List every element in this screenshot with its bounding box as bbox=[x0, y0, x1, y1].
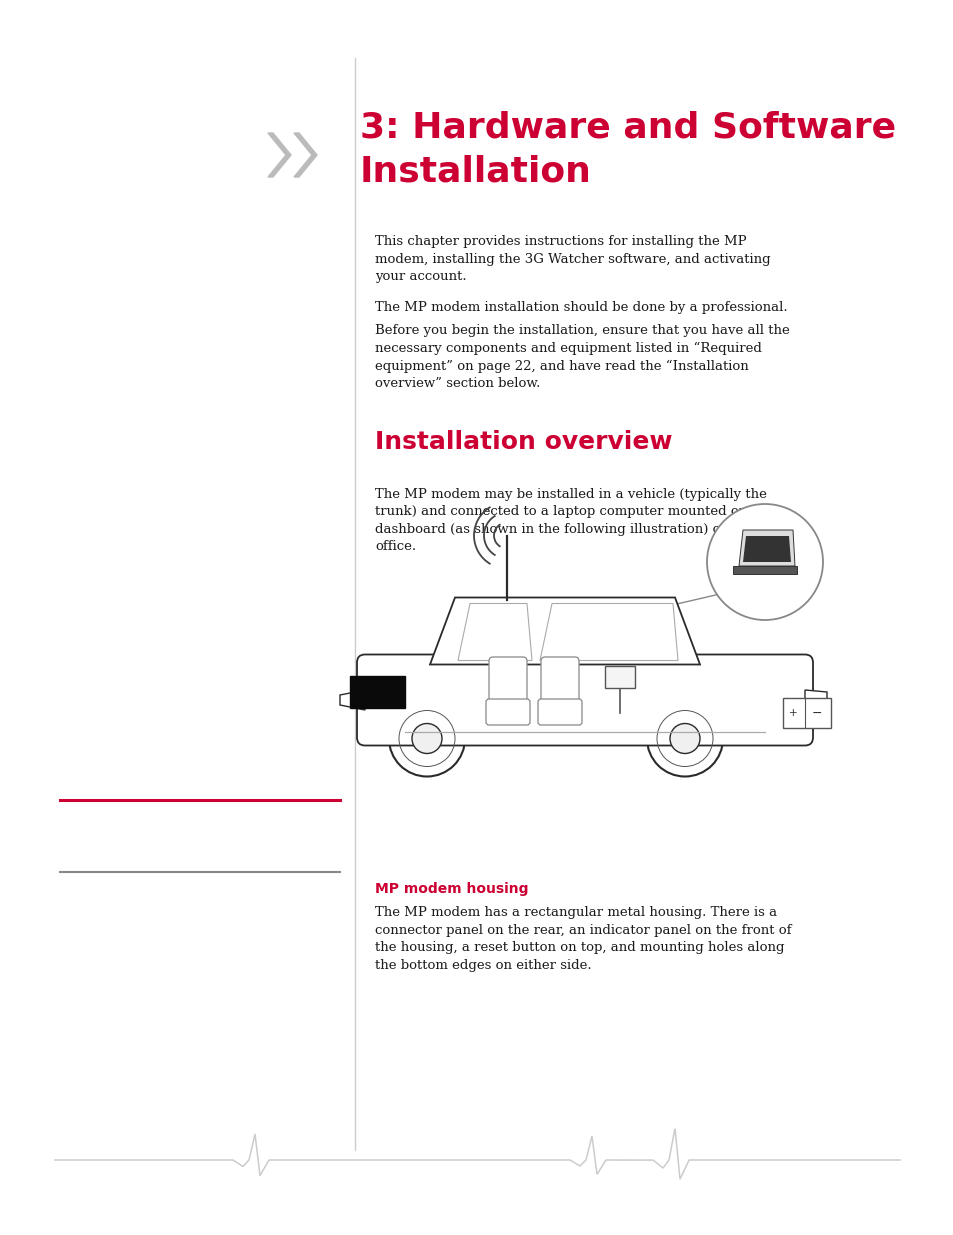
Polygon shape bbox=[804, 690, 826, 713]
FancyBboxPatch shape bbox=[485, 699, 530, 725]
Text: +: + bbox=[788, 708, 797, 718]
Circle shape bbox=[706, 504, 822, 620]
Bar bbox=[350, 676, 405, 708]
Bar bbox=[782, 698, 830, 727]
FancyBboxPatch shape bbox=[356, 655, 812, 746]
Text: Installation overview: Installation overview bbox=[375, 430, 672, 454]
Polygon shape bbox=[294, 133, 316, 177]
FancyBboxPatch shape bbox=[489, 657, 526, 709]
Circle shape bbox=[389, 700, 464, 777]
Circle shape bbox=[412, 724, 441, 753]
Polygon shape bbox=[539, 604, 678, 661]
Text: 3: Hardware and Software: 3: Hardware and Software bbox=[359, 110, 895, 144]
Polygon shape bbox=[742, 536, 790, 562]
Polygon shape bbox=[430, 598, 700, 664]
Bar bbox=[604, 666, 635, 688]
Polygon shape bbox=[268, 133, 291, 177]
Circle shape bbox=[646, 700, 722, 777]
FancyBboxPatch shape bbox=[540, 657, 578, 709]
FancyBboxPatch shape bbox=[537, 699, 581, 725]
Polygon shape bbox=[457, 604, 532, 661]
Text: MP modem housing: MP modem housing bbox=[375, 882, 528, 897]
Text: This chapter provides instructions for installing the MP
modem, installing the 3: This chapter provides instructions for i… bbox=[375, 235, 770, 283]
Text: Installation: Installation bbox=[359, 156, 591, 189]
Text: The MP modem may be installed in a vehicle (typically the
trunk) and connected t: The MP modem may be installed in a vehic… bbox=[375, 488, 772, 553]
Polygon shape bbox=[739, 530, 794, 566]
Circle shape bbox=[669, 724, 700, 753]
Polygon shape bbox=[339, 690, 365, 710]
Text: The MP modem installation should be done by a professional.: The MP modem installation should be done… bbox=[375, 301, 787, 314]
Text: Before you begin the installation, ensure that you have all the
necessary compon: Before you begin the installation, ensur… bbox=[375, 324, 789, 390]
Text: −: − bbox=[811, 706, 821, 720]
Bar bbox=[732, 566, 796, 574]
Text: The MP modem has a rectangular metal housing. There is a
connector panel on the : The MP modem has a rectangular metal hou… bbox=[375, 906, 791, 972]
